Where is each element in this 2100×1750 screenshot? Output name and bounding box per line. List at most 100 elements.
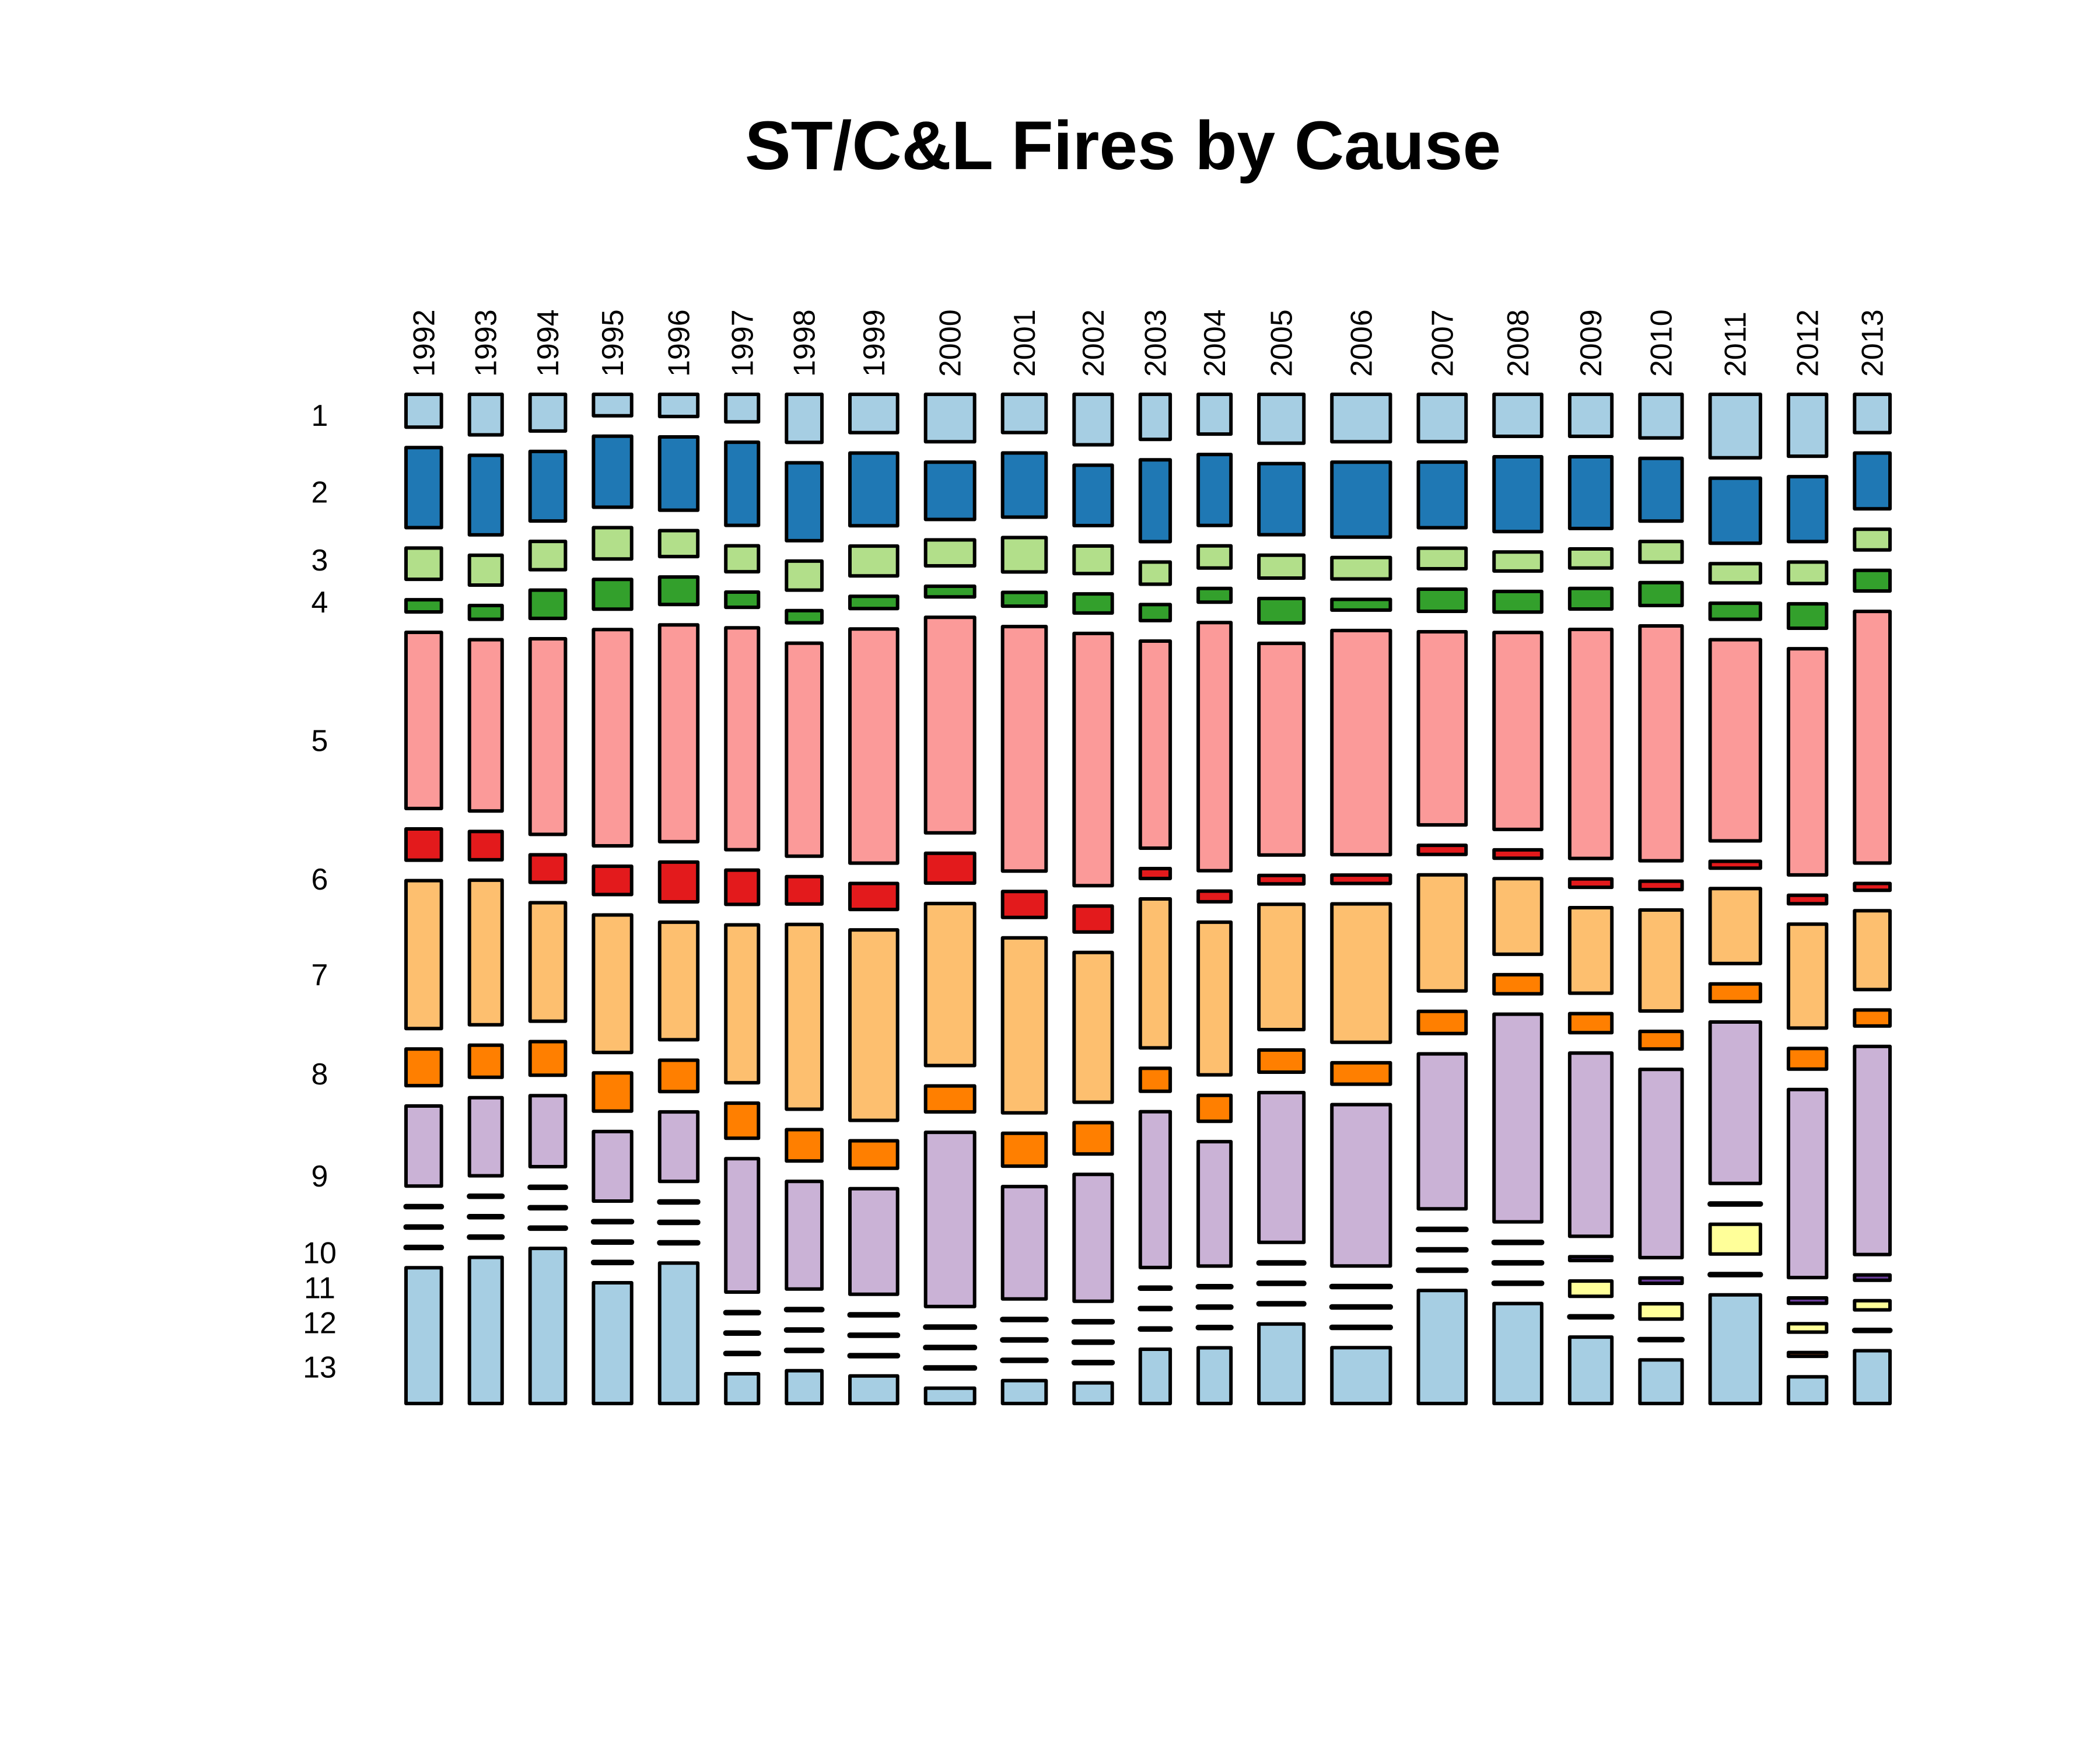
tile-2011-cause-10 [1707, 1201, 1763, 1207]
chart-title: ST/C&L Fires by Cause [745, 107, 1501, 184]
tile-2013-cause-6 [1853, 881, 1892, 892]
tile-2006-cause-1 [1330, 393, 1392, 444]
tile-2002-cause-7 [1072, 950, 1114, 1104]
tile-2003-cause-9 [1138, 1110, 1172, 1269]
tile-2001-cause-3 [1000, 536, 1048, 574]
tile-2004-cause-5 [1196, 621, 1233, 873]
tile-2006-cause-9 [1330, 1102, 1392, 1268]
tile-2002-cause-8 [1072, 1121, 1114, 1156]
tile-1993-cause-9 [467, 1096, 504, 1178]
tile-2002-cause-11 [1071, 1339, 1115, 1345]
tile-1993-cause-5 [467, 638, 504, 813]
tile-2004-cause-4 [1196, 586, 1233, 604]
tile-2006-cause-12 [1329, 1324, 1393, 1331]
x-tick-label-1994: 1994 [531, 309, 565, 377]
tile-2001-cause-1 [1000, 393, 1048, 435]
tile-2002-cause-4 [1072, 592, 1114, 615]
tile-2001-cause-7 [1000, 936, 1048, 1115]
tile-1994-cause-6 [528, 853, 568, 884]
tile-1999-cause-9 [848, 1186, 900, 1296]
tile-2005-cause-9 [1257, 1091, 1306, 1244]
y-tick-label-3: 3 [312, 544, 328, 578]
y-tick-label-7: 7 [312, 958, 328, 992]
tile-1992-cause-3 [404, 546, 443, 582]
tile-2006-cause-10 [1329, 1283, 1393, 1290]
y-tick-label-2: 2 [312, 475, 328, 509]
tile-2001-cause-8 [1000, 1131, 1048, 1168]
tile-2004-cause-7 [1196, 920, 1233, 1077]
tile-1997-cause-3 [724, 544, 761, 574]
tile-1997-cause-5 [724, 626, 761, 852]
x-tick-label-2001: 2001 [1008, 309, 1042, 377]
tile-1992-cause-4 [404, 598, 443, 614]
tile-1996-cause-4 [657, 575, 700, 607]
tile-1992-cause-2 [404, 446, 443, 530]
tile-2003-cause-11 [1138, 1306, 1173, 1311]
tile-2001-cause-4 [1000, 590, 1048, 608]
tile-2000-cause-13 [923, 1386, 977, 1406]
tile-2012-cause-13 [1786, 1375, 1829, 1405]
tile-1994-cause-7 [528, 901, 568, 1023]
tile-2009-cause-2 [1567, 455, 1614, 530]
tile-2007-cause-2 [1416, 460, 1468, 530]
tile-2011-cause-3 [1708, 562, 1762, 585]
tile-1998-cause-11 [783, 1327, 825, 1333]
tile-1999-cause-1 [848, 393, 900, 435]
tile-2012-cause-7 [1786, 922, 1829, 1030]
tile-1994-cause-9 [528, 1094, 568, 1168]
tile-2006-cause-3 [1330, 555, 1392, 581]
tile-1994-cause-13 [528, 1247, 568, 1406]
tile-2011-cause-13 [1708, 1293, 1762, 1406]
tile-2003-cause-4 [1138, 603, 1172, 622]
tile-2004-cause-8 [1196, 1093, 1233, 1124]
tile-2010-cause-10 [1638, 1276, 1684, 1286]
tile-1999-cause-8 [848, 1139, 900, 1170]
tile-1992-cause-9 [404, 1104, 443, 1188]
tile-2000-cause-10 [923, 1324, 978, 1330]
tile-2000-cause-6 [923, 851, 977, 885]
tile-2000-cause-8 [923, 1084, 977, 1114]
tile-2005-cause-13 [1257, 1322, 1306, 1406]
tile-1994-cause-1 [528, 393, 568, 433]
tile-2010-cause-1 [1638, 393, 1684, 440]
tile-1993-cause-8 [467, 1043, 504, 1079]
tile-1999-cause-11 [847, 1332, 901, 1338]
tile-2008-cause-2 [1492, 455, 1544, 534]
y-tick-label-12: 12 [303, 1307, 337, 1340]
tile-1994-cause-4 [528, 588, 568, 621]
tile-1996-cause-12 [657, 1240, 701, 1246]
tile-1996-cause-1 [657, 393, 700, 418]
tile-2005-cause-8 [1257, 1048, 1306, 1074]
tile-2011-cause-2 [1708, 476, 1762, 545]
tile-2005-cause-7 [1257, 902, 1306, 1031]
tile-2011-cause-11 [1708, 1222, 1762, 1256]
tile-1996-cause-3 [657, 528, 700, 559]
tile-1993-cause-4 [467, 604, 504, 621]
tile-2011-cause-5 [1708, 638, 1762, 843]
y-tick-label-10: 10 [303, 1237, 337, 1270]
tile-1997-cause-12 [723, 1350, 761, 1356]
tile-2012-cause-2 [1786, 475, 1829, 544]
tile-1993-cause-6 [467, 830, 504, 862]
tile-2013-cause-9 [1853, 1044, 1892, 1256]
tile-2005-cause-11 [1256, 1280, 1307, 1286]
x-tick-label-1995: 1995 [596, 309, 630, 377]
tile-2004-cause-6 [1196, 889, 1233, 904]
tile-2001-cause-9 [1000, 1185, 1048, 1301]
x-tick-label-1992: 1992 [407, 309, 441, 377]
tile-2001-cause-5 [1000, 625, 1048, 873]
tile-2002-cause-3 [1072, 544, 1114, 576]
tile-1997-cause-1 [724, 393, 761, 424]
y-tick-label-1: 1 [312, 399, 328, 433]
tile-2012-cause-11 [1786, 1322, 1829, 1334]
tile-2007-cause-1 [1416, 393, 1468, 444]
tile-1998-cause-4 [785, 608, 824, 625]
tile-1993-cause-2 [467, 453, 504, 537]
tile-1998-cause-1 [785, 393, 824, 444]
tile-1992-cause-5 [404, 631, 443, 810]
tile-1996-cause-13 [657, 1261, 700, 1405]
x-tick-label-2002: 2002 [1077, 309, 1111, 377]
tile-2003-cause-8 [1138, 1066, 1172, 1093]
tile-2007-cause-6 [1416, 844, 1468, 856]
